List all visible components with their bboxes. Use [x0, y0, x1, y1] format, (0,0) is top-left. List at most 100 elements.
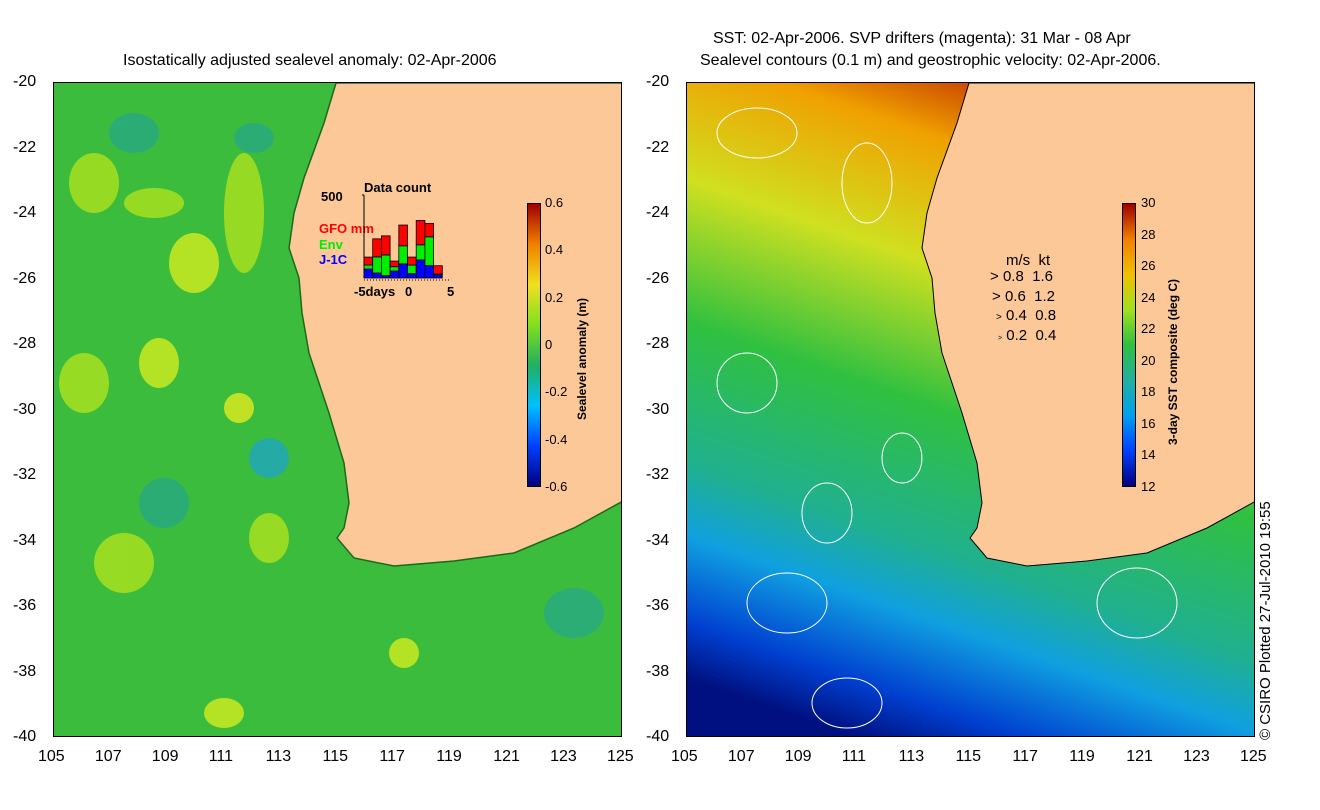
bar-env [415, 244, 426, 261]
lat-tick-label: -20 [13, 73, 37, 90]
lat-tick-label: -38 [13, 662, 37, 680]
colorbar-tick-label: 0 [545, 337, 553, 352]
lat-tick-label: -34 [13, 531, 37, 549]
lon-tick-label: 125 [607, 748, 634, 765]
lon-tick-label: 113 [898, 748, 925, 765]
lon-tick-label: 109 [151, 748, 179, 765]
lon-tick-label: 119 [1069, 748, 1095, 765]
lon-tick-label: 115 [322, 748, 349, 765]
bar-j-1c [372, 272, 382, 279]
inset-chart [362, 194, 450, 281]
velocity-row-label: 0.8 1.6 [1002, 268, 1053, 285]
lon-tick-label: 113 [265, 748, 292, 765]
copyright-text: © CSIRO Plotted 27-Jul-2010 19:55 [1257, 501, 1274, 740]
bar-j-1c [415, 259, 426, 279]
left-colorbar [527, 203, 541, 487]
inset-title: Data count [364, 180, 432, 195]
velocity-row-label: 0.4 0.8 [1006, 307, 1057, 324]
bar-j-1c [389, 270, 400, 279]
lat-tick-label: -32 [13, 466, 37, 483]
inset-xlabel-end: 5 [447, 284, 455, 299]
velocity-legend-row: > 0.4 0.8 [996, 307, 1057, 324]
bar-env [398, 245, 408, 265]
legend-gfo: GFO mm [319, 221, 374, 236]
bar-env [389, 266, 400, 272]
right-title-line2: Sealevel contours (0.1 m) and geostrophi… [700, 52, 1161, 69]
bar-j-1c [363, 268, 374, 279]
lon-tick-label: 123 [1183, 748, 1210, 765]
bar-gfo [389, 260, 400, 268]
lat-tick-label: -26 [13, 269, 37, 287]
inset-ymax: 500 [321, 189, 343, 204]
colorbar-tick-label: -0.2 [545, 384, 568, 400]
colorbar-tick-label: -0.4 [545, 431, 568, 447]
lat-tick-label: -26 [646, 269, 670, 287]
velocity-legend-row: > 0.8 1.6 [990, 268, 1053, 285]
bar-gfo [433, 265, 443, 275]
anomaly-blobs [59, 113, 604, 728]
colorbar-tick-label: 12 [1141, 479, 1156, 494]
velocity-legend-header: m/s kt [1006, 252, 1051, 269]
lon-tick-label: 107 [727, 748, 755, 765]
lat-tick-label: -30 [13, 400, 37, 418]
velocity-row-label: 0.2 0.4 [1006, 327, 1057, 344]
bar-gfo [380, 235, 391, 256]
lat-tick-label: -22 [646, 138, 670, 156]
colorbar-tick-label: 20 [1141, 352, 1156, 368]
velocity-legend-row: > 0.6 1.2 [992, 288, 1055, 305]
bar-env [407, 264, 417, 275]
bar-env [424, 236, 435, 266]
colorbar-tick-label: 0.2 [545, 289, 564, 305]
bar-gfo [398, 224, 408, 247]
right-title-line1: SST: 02-Apr-2006. SVP drifters (magenta)… [713, 30, 1131, 47]
bar-gfo [424, 222, 435, 238]
bar-j-1c [424, 265, 435, 279]
lat-tick-label: -36 [13, 597, 37, 614]
lat-tick-label: -24 [646, 204, 670, 221]
lat-tick-label: -28 [646, 335, 670, 352]
lon-tick-label: 121 [493, 748, 520, 765]
right-colorbar-label: 3-day SST composite (deg C) [1166, 278, 1180, 445]
lat-tick-label: -38 [646, 662, 670, 680]
sealevel-contours [716, 107, 1178, 729]
lon-tick-label: 117 [379, 748, 405, 765]
lat-tick-label: -36 [646, 597, 670, 614]
sst-map [686, 82, 1255, 737]
bar-gfo [407, 256, 417, 266]
lon-tick-label: 121 [1126, 748, 1153, 765]
lat-tick-label: -40 [13, 728, 37, 745]
lon-tick-label: 125 [1240, 748, 1267, 765]
velocity-legend-row: > 0.2 0.4 [998, 327, 1057, 344]
land-australia [921, 83, 1254, 567]
bar-gfo [372, 238, 382, 258]
bar-gfo [415, 219, 426, 246]
lat-tick-label: -34 [646, 531, 670, 549]
colorbar-tick-label: 24 [1141, 289, 1156, 305]
lat-tick-label: -24 [13, 204, 37, 221]
inset-xlabel-start: -5days [354, 284, 396, 299]
bar-gfo [363, 256, 374, 266]
colorbar-tick-label: 30 [1141, 195, 1156, 210]
colorbar-tick-label: 16 [1141, 415, 1156, 431]
lon-tick-label: 109 [784, 748, 812, 765]
lat-tick-label: -32 [646, 466, 670, 483]
lon-tick-label: 119 [436, 748, 462, 765]
left-title: Isostatically adjusted sealevel anomaly:… [123, 52, 497, 69]
lon-tick-label: 123 [550, 748, 577, 765]
lat-tick-label: -28 [13, 335, 37, 352]
colorbar-tick-label: 28 [1141, 226, 1156, 242]
bar-j-1c [407, 273, 417, 279]
colorbar-tick-label: 0.6 [545, 195, 564, 210]
bar-env [380, 254, 391, 277]
colorbar-tick-label: 0.4 [545, 242, 564, 258]
lon-tick-label: 111 [208, 748, 234, 765]
lat-tick-label: -30 [646, 400, 670, 418]
left-colorbar-label: Sealevel anomaly (m) [575, 297, 589, 420]
lon-tick-label: 111 [841, 748, 867, 765]
lon-tick-label: 105 [671, 748, 698, 765]
lon-tick-label: 117 [1012, 748, 1038, 765]
lat-tick-label: -22 [13, 138, 37, 156]
bar-j-1c [398, 263, 408, 279]
legend-j1c: J-1C [319, 252, 348, 267]
